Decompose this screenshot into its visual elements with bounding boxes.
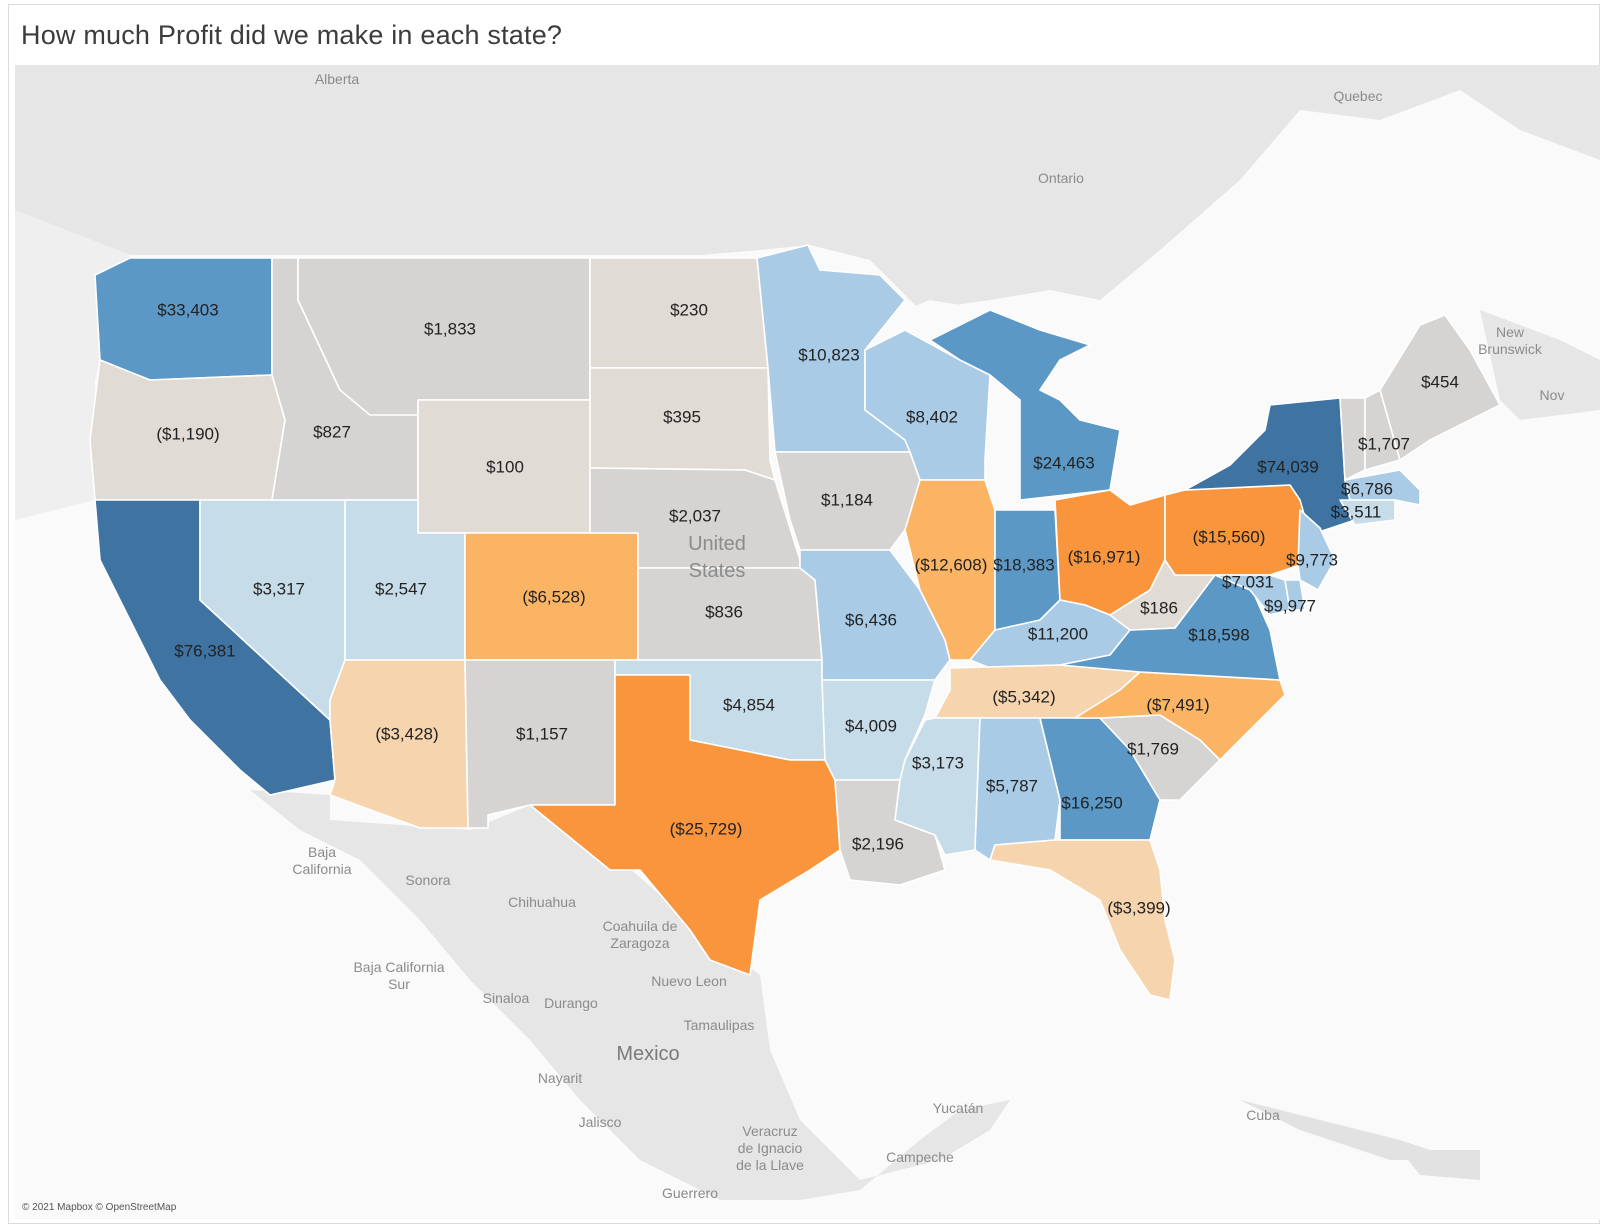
- profit-label-mississippi: $3,173: [912, 753, 964, 772]
- place-label-cuba: Cuba: [1246, 1107, 1280, 1123]
- map-view[interactable]: Alberta Quebec Ontario New Brunswick Nov Unite…: [15, 65, 1600, 1220]
- profit-label-indiana: $18,383: [993, 555, 1054, 574]
- profit-label-louisiana: $2,196: [852, 834, 904, 853]
- profit-label-north-carolina: ($7,491): [1146, 695, 1209, 714]
- place-label-ontario: Ontario: [1038, 170, 1084, 186]
- map-attribution[interactable]: © 2021 Mapbox © OpenStreetMap: [22, 1202, 177, 1213]
- place-label-campeche: Campeche: [886, 1149, 954, 1165]
- profit-label-pennsylvania: ($15,560): [1193, 527, 1266, 546]
- profit-label-connecticut: $3,511: [1331, 502, 1382, 521]
- place-label-mexico: Mexico: [616, 1043, 679, 1065]
- profit-label-maine: $454: [1421, 372, 1459, 391]
- place-label-yucat-n: Yucatán: [933, 1100, 984, 1116]
- place-label-baja-california-sur: Baja California Sur: [353, 959, 444, 992]
- profit-label-michigan: $24,463: [1033, 453, 1094, 472]
- place-label-durango: Durango: [544, 995, 598, 1011]
- profit-label-montana: $1,833: [424, 319, 476, 338]
- state-north-carolina[interactable]: [1074, 671, 1286, 761]
- profit-label-oregon: ($1,190): [156, 424, 219, 443]
- state-arizona[interactable]: [329, 659, 469, 829]
- profit-label-north-dakota: $230: [670, 300, 708, 319]
- profit-label-arkansas: $4,009: [845, 716, 897, 735]
- profit-label-kansas: $836: [705, 602, 743, 621]
- profit-label-nebraska: $2,037: [669, 506, 721, 525]
- profit-label-arizona: ($3,428): [375, 724, 438, 743]
- profit-label-new-york: $74,039: [1257, 457, 1318, 476]
- sheet-title: How much Profit did we make in each stat…: [21, 20, 563, 50]
- state-layer[interactable]: [89, 244, 1501, 1001]
- profit-label-california: $76,381: [174, 641, 235, 660]
- profit-label-missouri: $6,436: [845, 610, 897, 629]
- profit-label-nevada: $3,317: [253, 579, 305, 598]
- place-label-sinaloa: Sinaloa: [483, 990, 530, 1006]
- state-illinois[interactable]: [904, 479, 996, 661]
- state-michigan[interactable]: [929, 309, 1121, 501]
- profit-label-new-jersey: $9,773: [1286, 550, 1338, 569]
- state-connecticut[interactable]: [1339, 499, 1396, 526]
- place-label-nayarit: Nayarit: [538, 1070, 582, 1086]
- state-delaware[interactable]: [1284, 579, 1306, 611]
- place-label-united-states: United States: [688, 533, 746, 582]
- profit-label-south-dakota: $395: [663, 407, 701, 426]
- profit-label-tennessee: ($5,342): [992, 687, 1055, 706]
- place-label-veracruz-de-ignacio-de-la-llave: Veracruz de Ignacio de la Llave: [736, 1123, 804, 1173]
- profit-label-illinois: ($12,608): [915, 555, 988, 574]
- profit-label-texas: ($25,729): [670, 819, 743, 838]
- place-label-baja-california: Baja California: [292, 844, 351, 877]
- place-label-sonora: Sonora: [405, 872, 450, 888]
- profit-label-wisconsin: $8,402: [906, 407, 958, 426]
- profit-label-vermont: $1,707: [1358, 434, 1410, 453]
- place-label-jalisco: Jalisco: [579, 1114, 622, 1130]
- profit-label-delaware: $9,977: [1264, 596, 1316, 615]
- profit-label-alabama: $5,787: [986, 776, 1038, 795]
- profit-label-west-virginia: $186: [1140, 598, 1178, 617]
- state-florida[interactable]: [989, 839, 1176, 1001]
- place-label-quebec: Quebec: [1333, 88, 1382, 104]
- profit-labels: $33,403 ($1,190) $76,381 $3,317 $827 $1,833 $1…: [156, 300, 1459, 917]
- profit-label-georgia: $16,250: [1061, 793, 1122, 812]
- profit-label-iowa: $1,184: [821, 490, 873, 509]
- place-label-nov: Nov: [1540, 387, 1565, 403]
- profit-label-oklahoma: $4,854: [723, 695, 775, 714]
- state-texas[interactable]: [529, 674, 841, 976]
- profit-label-south-carolina: $1,769: [1127, 739, 1179, 758]
- profit-label-colorado: ($6,528): [522, 587, 585, 606]
- profit-label-massachusetts: $6,786: [1341, 479, 1393, 498]
- profit-label-washington: $33,403: [157, 300, 218, 319]
- profit-label-minnesota: $10,823: [798, 345, 859, 364]
- profit-label-idaho: $827: [313, 422, 351, 441]
- place-label-coahuila-de-zaragoza: Coahuila de Zaragoza: [603, 918, 678, 951]
- state-maine[interactable]: [1379, 314, 1501, 461]
- profit-label-ohio: ($16,971): [1068, 547, 1141, 566]
- profit-label-wyoming: $100: [486, 457, 524, 476]
- place-label-new-brunswick: New Brunswick: [1478, 324, 1543, 357]
- profit-label-kentucky: $11,200: [1028, 624, 1088, 643]
- map-canvas[interactable]: Alberta Quebec Ontario New Brunswick Nov Unite…: [15, 65, 1600, 1220]
- place-labels: Alberta Quebec Ontario New Brunswick Nov Unite…: [292, 71, 1564, 1201]
- profit-label-maryland: $7,031: [1222, 572, 1274, 591]
- place-label-alberta: Alberta: [315, 71, 360, 87]
- profit-label-utah: $2,547: [375, 579, 427, 598]
- place-label-tamaulipas: Tamaulipas: [684, 1017, 755, 1033]
- profit-label-florida: ($3,399): [1107, 898, 1170, 917]
- profit-label-new-mexico: $1,157: [516, 724, 568, 743]
- place-label-nuevo-leon: Nuevo Leon: [651, 973, 727, 989]
- profit-label-virginia: $18,598: [1188, 625, 1249, 644]
- state-new-jersey[interactable]: [1297, 509, 1336, 591]
- place-label-guerrero: Guerrero: [662, 1185, 718, 1201]
- place-label-chihuahua: Chihuahua: [508, 894, 576, 910]
- state-new-mexico[interactable]: [464, 659, 616, 829]
